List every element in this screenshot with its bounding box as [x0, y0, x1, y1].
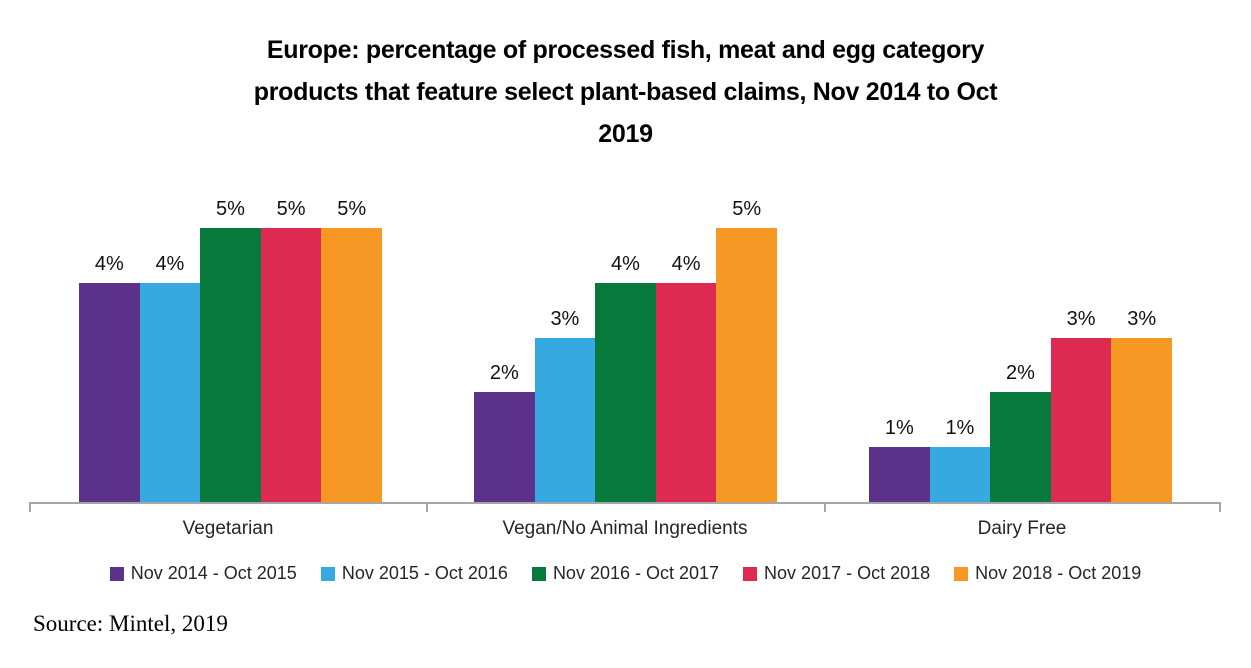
bar-vegetarian-series-3 — [200, 228, 261, 502]
legend-swatch-icon — [954, 566, 969, 581]
legend-swatch-icon — [109, 566, 124, 581]
bar-value-label: 1% — [945, 417, 975, 439]
legend-label: Nov 2017 - Oct 2018 — [764, 563, 931, 583]
x-axis-line — [29, 502, 1221, 504]
bar-value-label: 4% — [671, 253, 701, 275]
bar-value-label: 4% — [611, 253, 640, 275]
legend-label: Nov 2015 - Oct 2016 — [341, 563, 508, 583]
axis-tick — [29, 502, 31, 512]
source-note: Source: Mintel, 2019 — [33, 611, 228, 636]
bar-value-label: 1% — [884, 417, 914, 439]
bar-value-label: 4% — [155, 253, 185, 275]
bar-vegan-no-animal-ingredients-series-1 — [474, 392, 535, 502]
bar-vegetarian-series-5 — [321, 228, 382, 502]
legend-label: Nov 2016 - Oct 2017 — [552, 563, 720, 583]
chart-title-line-3: 2019 — [598, 120, 653, 148]
category-label-vegetarian: Vegetarian — [182, 518, 274, 539]
chart-title: Europe: percentage of processed fish, me… — [0, 29, 1251, 155]
legend-label: Nov 2018 - Oct 2019 — [975, 563, 1142, 583]
bar-value-label: 3% — [550, 308, 580, 330]
bar-vegan-no-animal-ingredients-series-4 — [655, 283, 717, 502]
bar-value-label: 5% — [216, 198, 245, 220]
category-label-dairy-free: Dairy Free — [977, 518, 1067, 539]
chart-title-line-2: products that feature select plant-based… — [253, 78, 998, 106]
bar-value-label: 2% — [489, 362, 519, 384]
bar-vegan-no-animal-ingredients-series-5 — [716, 228, 777, 502]
legend-label: Nov 2014 - Oct 2015 — [130, 563, 297, 583]
legend-swatch-icon — [531, 566, 546, 581]
axis-tick — [823, 502, 826, 512]
bar-vegetarian-series-1 — [79, 283, 140, 502]
legend: Nov 2014 - Oct 2015 Nov 2015 - Oct 2016 No… — [0, 563, 1251, 584]
bar-dairy-free-series-1 — [869, 447, 930, 502]
legend-item: Nov 2017 - Oct 2018 — [743, 563, 930, 584]
bar-value-label: 5% — [732, 198, 762, 220]
legend-item: Nov 2014 - Oct 2015 — [109, 563, 297, 584]
axis-tick — [426, 502, 429, 512]
legend-item: Nov 2015 - Oct 2016 — [320, 563, 508, 584]
category-label-vegan-no-animal-ingredients: Vegan/No Animal Ingredients — [502, 518, 748, 539]
bar-vegan-no-animal-ingredients-series-2 — [534, 338, 596, 502]
bar-value-label: 4% — [94, 253, 124, 275]
bar-dairy-free-series-2 — [929, 447, 991, 502]
bar-value-label: 3% — [1066, 308, 1096, 330]
bar-dairy-free-series-5 — [1111, 338, 1172, 502]
legend-item: Nov 2016 - Oct 2017 — [531, 563, 720, 584]
bar-vegetarian-series-4 — [260, 228, 322, 502]
bar-value-label: 5% — [276, 198, 306, 220]
legend-swatch-icon — [743, 566, 758, 581]
legend-item: Nov 2018 - Oct 2019 — [954, 563, 1141, 584]
bar-vegan-no-animal-ingredients-series-3 — [595, 283, 656, 502]
bar-value-label: 2% — [1006, 362, 1035, 384]
legend-swatch-icon — [320, 566, 335, 581]
chart-title-line-1: Europe: percentage of processed fish, me… — [266, 36, 985, 64]
bar-dairy-free-series-3 — [990, 392, 1051, 502]
bar-value-label: 5% — [337, 198, 367, 220]
axis-tick — [1219, 502, 1221, 512]
bar-vegetarian-series-2 — [139, 283, 201, 502]
bar-dairy-free-series-4 — [1050, 338, 1112, 502]
bar-value-label: 3% — [1127, 308, 1157, 330]
